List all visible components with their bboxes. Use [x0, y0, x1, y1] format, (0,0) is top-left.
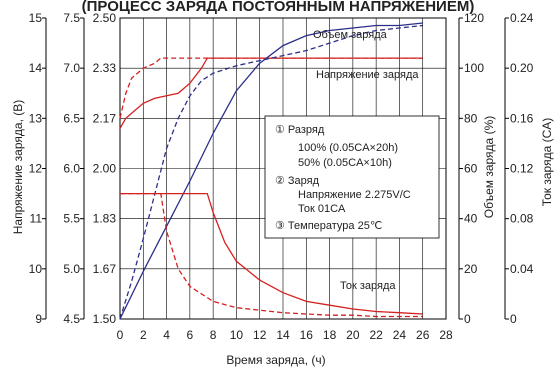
series-line-capacity-solid	[119, 22, 423, 320]
plot-border	[119, 17, 447, 320]
annotation-charge-current: Ток 01CA	[298, 203, 346, 215]
tick-label-current: 0	[510, 312, 517, 326]
tick-label-voltage-6v: 7.0	[63, 61, 80, 75]
series-labels: Напряжение заряда Объем заряда Ток заряда	[313, 29, 419, 292]
tick-label-voltage-12v: 15	[29, 11, 43, 25]
tick-label-voltage-12v: 12	[29, 162, 43, 176]
tick-label-capacity: 120	[464, 11, 484, 25]
tick-label-voltage-6v: 6.5	[63, 111, 80, 125]
tick-label-x: 20	[346, 328, 360, 342]
tick-label-x: 26	[416, 328, 430, 342]
tick-label-x: 24	[393, 328, 407, 342]
tick-label-voltage-6v: 5.5	[63, 212, 80, 226]
series-line-voltage-solid	[119, 57, 423, 129]
tick-label-voltage-cell: 1.67	[93, 262, 117, 276]
tick-label-voltage-12v: 10	[29, 262, 43, 276]
annotation-discharge-50: 50% (0.05CA×10h)	[298, 157, 392, 169]
tick-label-capacity: 40	[464, 212, 478, 226]
tick-label-voltage-cell: 2.33	[93, 61, 117, 75]
tick-label-x: 16	[300, 328, 314, 342]
x-axis-title: Время заряда, (ч)	[226, 353, 325, 367]
tick-label-voltage-12v: 13	[29, 111, 43, 125]
tick-label-voltage-cell: 1.50	[93, 312, 117, 326]
series-label-voltage: Напряжение заряда	[316, 69, 419, 81]
tick-label-voltage-cell: 2.50	[93, 11, 117, 25]
tick-label-x: 28	[439, 328, 453, 342]
tick-label-capacity: 80	[464, 111, 478, 125]
annotation-charge-voltage: Напряжение 2.275V/C	[298, 189, 411, 201]
tick-label-capacity: 100	[464, 61, 484, 75]
annotation-charge: ② Заряд	[275, 175, 320, 187]
annotation-discharge-100: 100% (0.05CA×20h)	[298, 142, 398, 154]
tick-label-x: 4	[163, 328, 170, 342]
tick-label-voltage-cell: 2.00	[93, 162, 117, 176]
y-axis-title-capacity: Объем заряда (%)	[482, 116, 496, 218]
tick-label-voltage-12v: 11	[30, 212, 43, 226]
tick-label-voltage-6v: 4.5	[63, 312, 80, 326]
tick-label-current: 0.24	[510, 11, 534, 25]
legend-box	[264, 115, 440, 239]
tick-label-voltage-6v: 7.5	[63, 11, 80, 25]
series-line-current-dashed	[120, 192, 423, 318]
tick-label-current: 0.12	[510, 162, 534, 176]
tick-label-voltage-12v: 9	[35, 312, 42, 326]
tick-label-x: 12	[253, 328, 267, 342]
tick-label-voltage-6v: 6.0	[63, 162, 80, 176]
series-lines	[119, 22, 423, 320]
tick-label-capacity: 20	[464, 262, 478, 276]
tick-label-current: 0.04	[510, 262, 534, 276]
tick-label-x: 18	[323, 328, 337, 342]
tick-label-x: 8	[210, 328, 217, 342]
tick-labels: 15 14 13 12 11 10 9 7.5 7.0 6.5 6.0 5.5 5.0 4.5 2.50 2.…	[29, 11, 534, 342]
tick-label-capacity: 0	[464, 312, 471, 326]
plot-frame	[42, 17, 509, 320]
chart-title: (ПРОЦЕСС ЗАРЯДА ПОСТОЯННЫМ НАПРЯЖЕНИЕМ)	[82, 0, 475, 15]
tick-label-current: 0.08	[510, 212, 534, 226]
tick-label-voltage-12v: 14	[29, 61, 43, 75]
tick-label-x: 2	[140, 328, 147, 342]
series-line-capacity-dashed	[119, 24, 423, 320]
tick-label-voltage-cell: 1.83	[93, 212, 117, 226]
tick-label-x: 10	[230, 328, 244, 342]
tick-label-voltage-6v: 5.0	[63, 262, 80, 276]
y-axis-title-current: Ток заряда (CA)	[540, 118, 554, 207]
tick-label-x: 6	[187, 328, 194, 342]
tick-label-capacity: 60	[464, 162, 478, 176]
annotation-temperature: ③ Температура 25℃	[275, 220, 382, 232]
series-label-current: Ток заряда	[340, 280, 396, 292]
tick-label-x: 14	[276, 328, 290, 342]
tick-label-voltage-cell: 2.17	[93, 111, 117, 125]
tick-label-x: 0	[117, 328, 124, 342]
annotation-discharge: ① Разряд	[275, 124, 325, 136]
series-line-current-solid	[120, 192, 423, 315]
tick-label-current: 0.16	[510, 111, 534, 125]
series-line-voltage-dashed	[119, 57, 423, 119]
series-label-capacity: Объем заряда	[313, 29, 388, 41]
tick-label-x: 22	[369, 328, 383, 342]
y-axis-title-voltage: Напряжение заряда, (В)	[11, 100, 25, 234]
tick-label-current: 0.20	[510, 61, 534, 75]
